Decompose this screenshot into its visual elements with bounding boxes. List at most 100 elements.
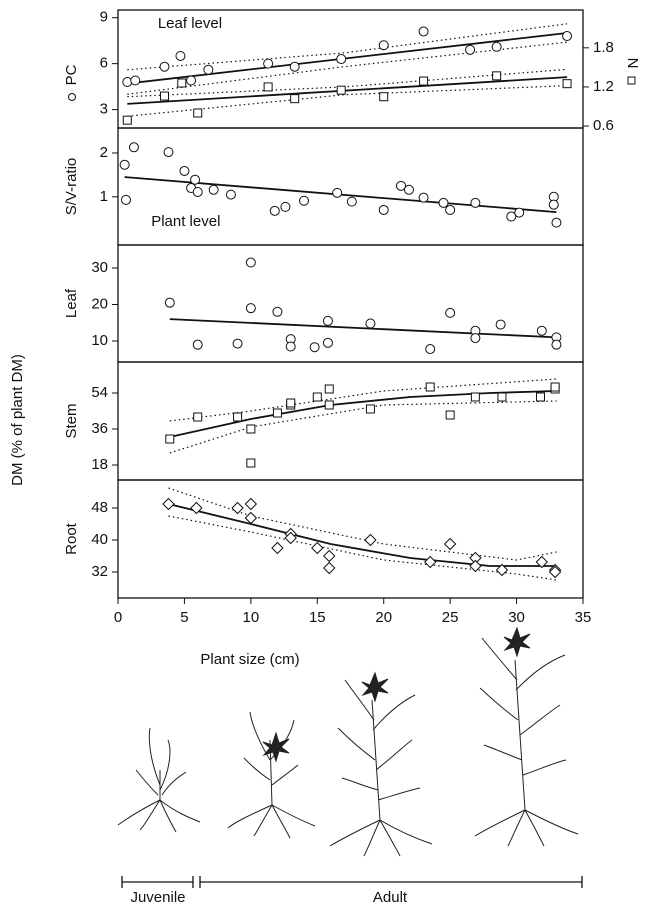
y2-tick-label: 1.8: [593, 39, 614, 56]
panel-frame: [117, 479, 584, 599]
point: [263, 82, 273, 92]
confidence-band: [168, 487, 557, 561]
point: [445, 307, 456, 318]
y2-tick-label: 0.6: [593, 117, 614, 134]
x-tick-label: 5: [180, 609, 188, 626]
point: [284, 531, 297, 545]
point: [119, 159, 130, 170]
point: [193, 412, 203, 422]
point: [312, 392, 322, 402]
point: [246, 424, 256, 434]
point: [470, 197, 481, 208]
annotation: Leaf level: [158, 15, 222, 32]
point: [246, 458, 256, 468]
shared-y-label: DM (% of plant DM): [9, 354, 26, 486]
y-tick-label: 36: [91, 420, 108, 437]
y-tick-label: 54: [91, 384, 108, 401]
point: [395, 180, 406, 191]
legend-marker: [627, 76, 636, 85]
point: [179, 165, 190, 176]
point: [551, 217, 562, 228]
point: [272, 306, 283, 317]
fit-line: [127, 76, 568, 105]
point: [379, 92, 389, 102]
point: [322, 315, 333, 326]
fit-line: [168, 503, 557, 567]
point: [232, 338, 243, 349]
fit-line: [127, 32, 568, 85]
point: [233, 412, 243, 422]
confidence-band: [127, 23, 568, 71]
y-tick-label: 18: [91, 456, 108, 473]
point: [336, 85, 346, 95]
point: [289, 61, 300, 72]
point: [514, 207, 525, 218]
point: [506, 211, 517, 222]
y-tick-label: 48: [91, 499, 108, 516]
y-tick-label: 9: [100, 9, 108, 26]
y-tick-label: 3: [100, 101, 108, 118]
y-tick-label: 1: [100, 188, 108, 205]
point: [272, 408, 282, 418]
point: [231, 501, 244, 515]
legend-marker: [68, 93, 76, 101]
point: [162, 497, 175, 511]
point: [365, 318, 376, 329]
y-tick-label: 32: [91, 563, 108, 580]
point: [244, 497, 258, 511]
point: [165, 434, 175, 444]
fit-line: [169, 318, 557, 339]
point: [403, 184, 414, 195]
point: [203, 64, 214, 75]
y-tick-label: 6: [100, 55, 108, 72]
point: [208, 184, 219, 195]
y-tick-label: 10: [91, 332, 108, 349]
point: [418, 26, 429, 37]
point: [192, 339, 203, 350]
point: [492, 71, 502, 81]
point: [550, 382, 560, 392]
point: [536, 325, 547, 336]
x-tick-label: 15: [309, 609, 326, 626]
point: [190, 174, 201, 185]
y-axis-label: PC: [63, 64, 80, 85]
point: [465, 44, 476, 55]
point: [263, 58, 274, 69]
x-tick-label: 10: [243, 609, 260, 626]
point: [285, 341, 296, 352]
confidence-band: [127, 41, 568, 95]
point: [244, 511, 258, 525]
stage-brackets: [121, 876, 583, 888]
point: [491, 41, 502, 52]
point: [271, 541, 284, 555]
point: [192, 186, 203, 197]
point: [245, 257, 256, 268]
point: [424, 555, 437, 569]
point: [562, 79, 572, 89]
point: [365, 404, 375, 414]
point: [190, 501, 203, 515]
point: [120, 194, 131, 205]
panel-frame: [117, 244, 584, 363]
point: [309, 342, 320, 353]
point: [159, 61, 170, 72]
annotation: Plant level: [151, 213, 220, 230]
x-tick-label: 35: [575, 609, 592, 626]
y2-tick-label: 1.2: [593, 78, 614, 95]
panel-frame: [117, 361, 584, 481]
point: [193, 108, 203, 118]
plant-drawings: [117, 626, 579, 857]
point: [438, 197, 449, 208]
stage-label: Juvenile: [130, 889, 185, 906]
point: [130, 75, 141, 86]
point: [443, 537, 457, 551]
point: [322, 337, 333, 348]
point: [324, 400, 334, 410]
point: [470, 392, 480, 402]
point: [470, 333, 481, 344]
x-axis-label: Plant size (cm): [200, 651, 299, 668]
point: [164, 297, 175, 308]
y-tick-label: 40: [91, 531, 108, 548]
x-tick-label: 30: [508, 609, 525, 626]
